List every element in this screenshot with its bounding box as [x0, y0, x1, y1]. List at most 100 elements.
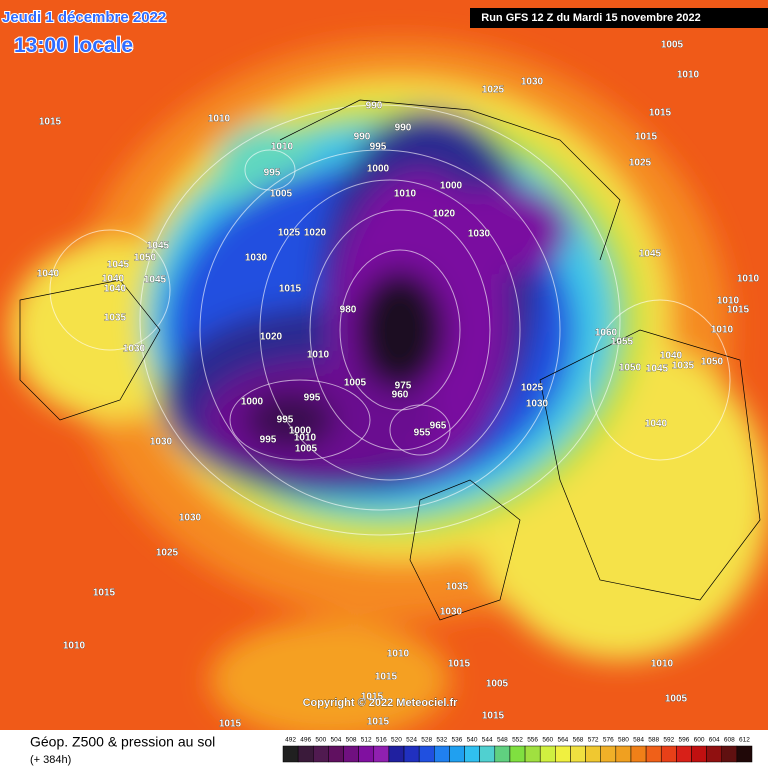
- pressure-label: 1030: [440, 607, 463, 618]
- colorbar-label: 564: [557, 737, 568, 744]
- colorbar-label: 508: [346, 737, 357, 744]
- pressure-label: 1015: [93, 588, 116, 599]
- pressure-label: 1000: [289, 426, 312, 437]
- pressure-label: 975: [395, 381, 412, 392]
- pressure-label: 1015: [649, 108, 672, 119]
- colorbar-label: 516: [376, 737, 387, 744]
- pressure-label: 1030: [245, 253, 268, 264]
- copyright: Copyright © 2022 Meteociel.fr: [303, 697, 459, 709]
- pressure-label: 1000: [367, 164, 390, 175]
- pressure-label: 1005: [270, 189, 293, 200]
- colorbar-label: 544: [482, 737, 493, 744]
- pressure-label: 1015: [367, 717, 390, 728]
- pressure-label: 1025: [482, 85, 505, 96]
- pressure-label: 1030: [521, 77, 544, 88]
- pressure-label: 1005: [344, 378, 367, 389]
- pressure-label: 1035: [446, 582, 469, 593]
- colorbar-swatch: [691, 745, 707, 763]
- pressure-label: 1050: [619, 363, 642, 374]
- colorbar-label: 604: [709, 737, 720, 744]
- pressure-label: 1040: [37, 269, 60, 280]
- pressure-label: 995: [260, 435, 277, 446]
- colorbar-label: 556: [527, 737, 538, 744]
- colorbar-swatch: [509, 745, 526, 763]
- colorbar-swatch: [449, 745, 465, 763]
- colorbar-label: 572: [588, 737, 599, 744]
- colorbar-swatch: [736, 745, 753, 763]
- colorbar-label: 592: [663, 737, 674, 744]
- colorbar-swatch: [660, 745, 677, 763]
- colorbar-swatch: [328, 745, 344, 763]
- colorbar-swatch: [539, 745, 556, 763]
- pressure-label: 1025: [629, 158, 652, 169]
- pressure-label: 1045: [639, 249, 662, 260]
- pressure-label: 1005: [665, 694, 688, 705]
- pressure-label: 990: [366, 101, 383, 112]
- colorbar-swatch: [403, 745, 420, 763]
- forecast-date: Jeudi 1 décembre 2022: [2, 9, 166, 26]
- colorbar-swatch: [721, 745, 738, 763]
- pressure-label: 1015: [279, 284, 302, 295]
- pressure-label: 1010: [271, 142, 294, 153]
- pressure-label: 1040: [104, 284, 127, 295]
- pressure-label: 1015: [39, 117, 62, 128]
- pressure-label: 1030: [179, 513, 202, 524]
- isobars: [49, 104, 731, 536]
- pressure-label: 1050: [134, 253, 157, 264]
- pressure-label: 995: [304, 393, 321, 404]
- pressure-label: 1030: [123, 344, 146, 355]
- pressure-label: 1040: [660, 351, 683, 362]
- colorbar-label: 576: [603, 737, 614, 744]
- pressure-label: 995: [264, 168, 281, 179]
- colorbar-swatch: [388, 745, 405, 763]
- colorbar-label: 496: [300, 737, 311, 744]
- colorbar-label: 528: [421, 737, 432, 744]
- colorbar-swatch: [585, 745, 601, 763]
- colorbar-label: 532: [436, 737, 447, 744]
- colorbar-swatch: [600, 745, 617, 763]
- pressure-label: 1020: [304, 228, 327, 239]
- pressure-label: 1040: [102, 274, 125, 285]
- colorbar-swatch: [676, 745, 692, 763]
- colorbar-swatch: [358, 745, 375, 763]
- pressure-label: 1010: [307, 350, 330, 361]
- pressure-label: 1010: [651, 659, 674, 670]
- pressure-label: 1055: [611, 337, 634, 348]
- colorbar-label: 608: [724, 737, 735, 744]
- pressure-label: 1020: [433, 209, 456, 220]
- pressure-label: 1025: [156, 548, 179, 559]
- forecast-time: 13:00 locale: [14, 34, 133, 57]
- z500-field: [10, 40, 768, 740]
- colorbar-swatch: [373, 745, 390, 763]
- pressure-label: 1015: [361, 692, 384, 703]
- pressure-label: 1045: [107, 260, 130, 271]
- colorbar-label: 560: [542, 737, 553, 744]
- pressure-label: 1025: [521, 383, 544, 394]
- colorbar-label: 512: [361, 737, 372, 744]
- pressure-label: 1035: [104, 313, 127, 324]
- pressure-label: 1050: [701, 357, 724, 368]
- pressure-label: 1010: [208, 114, 231, 125]
- pressure-label: 1015: [727, 305, 750, 316]
- pressure-label: 1045: [147, 241, 170, 252]
- pressure-label: 1015: [635, 132, 658, 143]
- colorbar-label: 584: [633, 737, 644, 744]
- colorbar-label: 492: [285, 737, 296, 744]
- colorbar-label: 524: [406, 737, 417, 744]
- colorbar-swatch: [645, 745, 662, 763]
- footer-title: Géop. Z500 & pression au sol: [30, 734, 215, 750]
- colorbar-label: 612: [739, 737, 750, 744]
- pressure-label: 990: [354, 132, 371, 143]
- pressure-label: 1005: [661, 40, 684, 51]
- pressure-label: 960: [392, 390, 409, 401]
- pressure-label: 1030: [526, 399, 549, 410]
- pressure-label: 1000: [241, 397, 264, 408]
- colorbar-label: 580: [618, 737, 629, 744]
- colorbar-label: 504: [331, 737, 342, 744]
- pressure-label: 980: [340, 305, 357, 316]
- pressure-label: 1015: [482, 711, 505, 722]
- colorbar-label: 568: [573, 737, 584, 744]
- pressure-label: 990: [395, 123, 412, 134]
- colorbar-swatch: [555, 745, 571, 763]
